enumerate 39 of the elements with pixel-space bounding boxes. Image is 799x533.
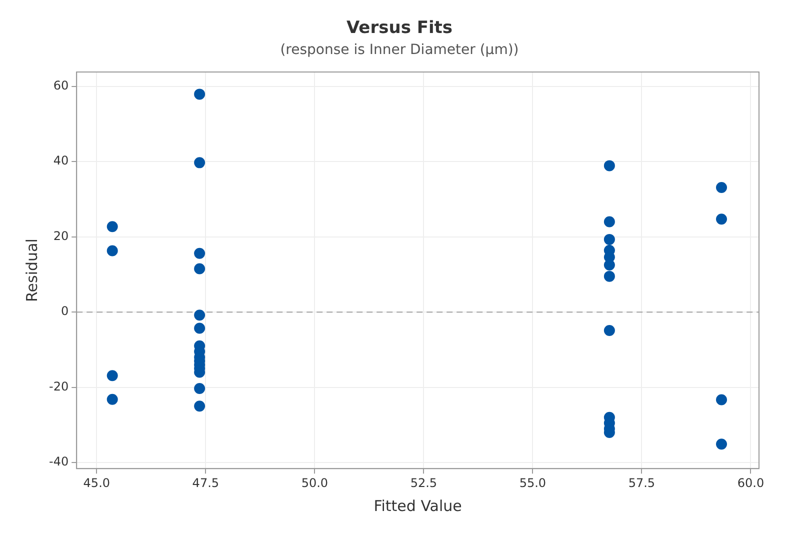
y-tick-label: -40	[48, 454, 69, 469]
point	[106, 370, 118, 382]
point	[194, 248, 206, 259]
x-axis-title: Fitted Value	[374, 496, 462, 515]
point	[604, 325, 615, 336]
x-tick-label: 57.5	[628, 476, 656, 490]
point	[604, 234, 615, 245]
point	[194, 382, 206, 394]
chart-subtitle: (response is Inner Diameter (µm))	[279, 42, 520, 58]
y-tick-label: 60	[53, 78, 69, 92]
x-tick-label: 47.5	[192, 476, 220, 490]
point	[604, 260, 615, 271]
x-tick-label: 52.5	[410, 476, 438, 490]
chart-title: Versus Fits	[345, 18, 454, 38]
point	[106, 221, 118, 232]
point	[106, 394, 118, 405]
point	[106, 245, 118, 256]
x-tick-label: 45.0	[83, 476, 110, 490]
x-tick-label: 60.0	[737, 476, 764, 490]
point	[194, 88, 206, 100]
point	[604, 270, 615, 282]
y-tick-label: 0	[60, 304, 69, 318]
y-tick-label: 20	[53, 228, 69, 243]
x-tick-label: 55.0	[519, 476, 546, 490]
point	[194, 322, 206, 334]
x-tick-label: 50.0	[301, 476, 328, 490]
point	[194, 310, 206, 321]
point	[194, 263, 206, 274]
point	[716, 394, 727, 406]
y-tick-label: 40	[53, 154, 69, 168]
point	[604, 160, 615, 172]
y-tick-label: -20	[48, 379, 69, 394]
point	[604, 216, 615, 228]
point	[716, 182, 727, 194]
point	[194, 157, 206, 168]
y-axis-title: Residual	[22, 238, 41, 302]
point	[716, 438, 727, 450]
point	[716, 214, 727, 225]
point	[194, 400, 206, 412]
